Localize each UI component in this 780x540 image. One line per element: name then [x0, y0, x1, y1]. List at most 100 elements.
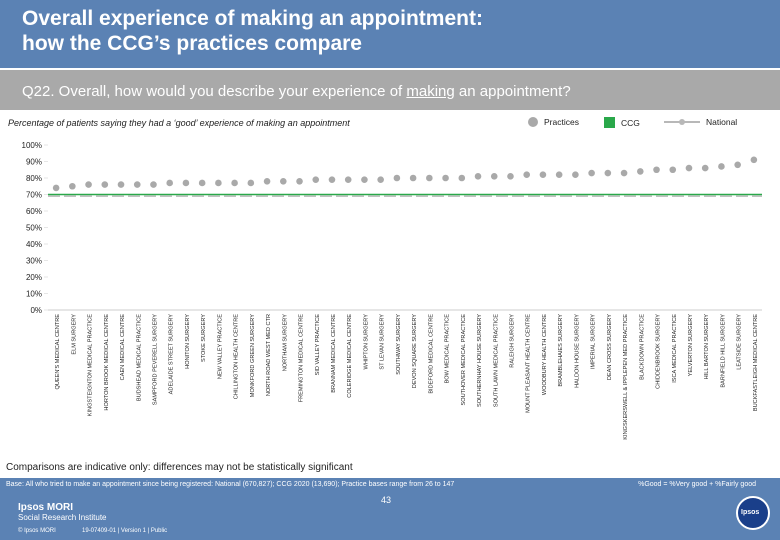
x-category-label: BOW MEDICAL PRACTICE: [445, 314, 451, 384]
x-category-label: ADELAIDE STREET SURGERY: [169, 314, 175, 395]
x-category-label: DEAN CROSS SURGERY: [607, 314, 613, 380]
practice-point: [377, 176, 384, 183]
practice-point: [215, 179, 222, 187]
x-category-label: YELVERTON SURGERY: [688, 314, 694, 377]
chart: 0% 10% 20% 30% 40% 50% 60% 70% 80% 90% 100% QUEEN'S…: [22, 141, 762, 440]
practice-point: [263, 178, 271, 185]
x-category-label: BARNFIELD HILL SURGERY: [720, 314, 726, 388]
x-category-label: BUDSHEAD MEDICAL PRACTICE: [136, 314, 142, 401]
y-tick-label: 60%: [26, 207, 42, 216]
practice-point: [361, 176, 368, 183]
x-category-label: HALDON HOUSE SURGERY: [574, 314, 580, 388]
ipsos-badge-icon: Ipsos: [736, 496, 770, 530]
x-category-label: MOUNT PLEASANT HEALTH CENTRE: [526, 314, 532, 413]
practice-point: [653, 166, 660, 174]
y-tick-label: 40%: [26, 240, 42, 249]
practice-point: [734, 161, 741, 169]
x-category-label: QUEEN'S MEDICAL CENTRE: [55, 314, 61, 390]
x-category-label: STOKE SURGERY: [201, 314, 207, 362]
practice-point: [588, 169, 595, 177]
caveat-text: Comparisons are indicative only: differe…: [6, 462, 353, 473]
practice-point: [572, 171, 579, 178]
practice-marker-icon: [528, 117, 538, 127]
practice-point: [604, 169, 612, 177]
y-tick-label: 10%: [26, 290, 42, 299]
practice-point: [409, 174, 417, 182]
x-category-label: ISCA MEDICAL PRACTICE: [672, 314, 678, 383]
legend-ccg: CCG: [604, 117, 640, 128]
practice-point: [490, 173, 498, 180]
y-tick-label: 80%: [26, 174, 42, 183]
practice-point: [636, 168, 644, 175]
practice-point: [555, 171, 563, 178]
practice-point: [718, 163, 725, 170]
practice-point: [231, 179, 238, 187]
practice-point: [701, 164, 709, 172]
x-category-label: BUCKFASTLEIGH MEDICAL CENTRE: [753, 314, 759, 411]
title-bar: Overall experience of making an appointm…: [0, 0, 780, 68]
legend-national-label: National: [706, 117, 738, 127]
sri-logo-text: Social Research Institute: [18, 513, 107, 522]
x-category-label: BLACKDOWN PRACTICE: [639, 314, 645, 380]
x-category-label: HILL BARTON SURGERY: [704, 314, 710, 380]
ipsos-mori-logo: Ipsos MORI: [18, 502, 74, 513]
x-category-label: NORTH ROAD WEST MED CTR: [266, 314, 272, 396]
practice-point: [507, 173, 514, 180]
practice-point: [296, 178, 303, 185]
national-line-icon: [664, 119, 700, 125]
x-category-label: WHIPTON SURGERY: [363, 314, 369, 370]
x-category-label: LEATSIDE SURGERY: [737, 314, 743, 370]
practice-point: [750, 156, 758, 164]
reference: 19-07409-01 | Version 1 | Public: [82, 528, 168, 534]
x-category-label: HORTON BROOK MEDICAL CENTRE: [104, 314, 110, 411]
practice-point: [393, 174, 401, 182]
title-line-1: Overall experience of making an appointm…: [22, 7, 483, 30]
practice-point: [312, 176, 320, 183]
x-category-label: BRANNAM MEDICAL CENTRE: [331, 314, 337, 393]
x-category-label: SOUTHWAY SURGERY: [396, 314, 402, 375]
y-tick-label: 20%: [26, 273, 42, 282]
practice-point: [328, 176, 336, 183]
page-number: 43: [381, 495, 392, 505]
practice-point: [458, 174, 466, 182]
y-tick-label: 0%: [30, 306, 42, 315]
x-category-label: RALEIGH SURGERY: [509, 314, 515, 368]
x-category-label: SOUTH LAWN MEDICAL PRACTICE: [493, 314, 499, 407]
footer-bar: Base: All who tried to make an appointme…: [0, 478, 780, 540]
practice-point: [133, 181, 141, 188]
practice-point: [52, 184, 60, 192]
y-tick-label: 100%: [22, 141, 42, 150]
x-category-label: IMPERIAL SURGERY: [591, 314, 597, 369]
x-category-label: CHILLINGTON HEALTH CENTRE: [234, 314, 240, 400]
x-category-label: FREMINGTON MEDICAL CENTRE: [299, 314, 305, 403]
practice-point: [539, 171, 547, 178]
ccg-swatch-icon: [604, 117, 615, 128]
copyright: © Ipsos MORI: [18, 528, 56, 534]
x-category-label: MONKFORD GREEN SURGERY: [250, 314, 256, 397]
question-prefix: Q22. Overall, how would you describe you…: [22, 83, 407, 100]
x-category-label: HONITON SURGERY: [185, 314, 191, 369]
y-tick-label: 70%: [26, 191, 42, 200]
x-category-label: BIDEFORD MEDICAL CENTRE: [428, 314, 434, 394]
practice-point: [117, 181, 125, 188]
page-title: Overall experience of making an appointm…: [22, 6, 483, 56]
practice-point: [669, 166, 677, 174]
x-category-label: ELM SURGERY: [71, 314, 77, 355]
y-tick-label: 30%: [26, 257, 42, 266]
practice-point: [101, 181, 109, 188]
x-category-label: DEVON SQUARE SURGERY: [412, 314, 418, 388]
legend-national: National: [664, 117, 737, 127]
practice-point: [620, 169, 628, 177]
practice-point: [85, 181, 92, 188]
x-category-label: CAEN MEDICAL CENTRE: [120, 314, 126, 381]
practice-point: [523, 171, 531, 178]
x-category-label: SAMPFORD PEVERELL SURGERY: [152, 314, 158, 405]
y-tick-label: 50%: [26, 224, 42, 233]
legend-practices: Practices: [528, 117, 579, 127]
x-category-label: SOUTHERNHAY HOUSE SURGERY: [477, 314, 483, 407]
practice-point: [426, 174, 433, 182]
base-text: Base: All who tried to make an appointme…: [6, 481, 455, 488]
y-tick-label: 90%: [26, 158, 42, 167]
x-category-label: COLERIDGE MEDICAL CENTRE: [347, 314, 353, 398]
question-suffix: an appointment?: [454, 83, 571, 100]
